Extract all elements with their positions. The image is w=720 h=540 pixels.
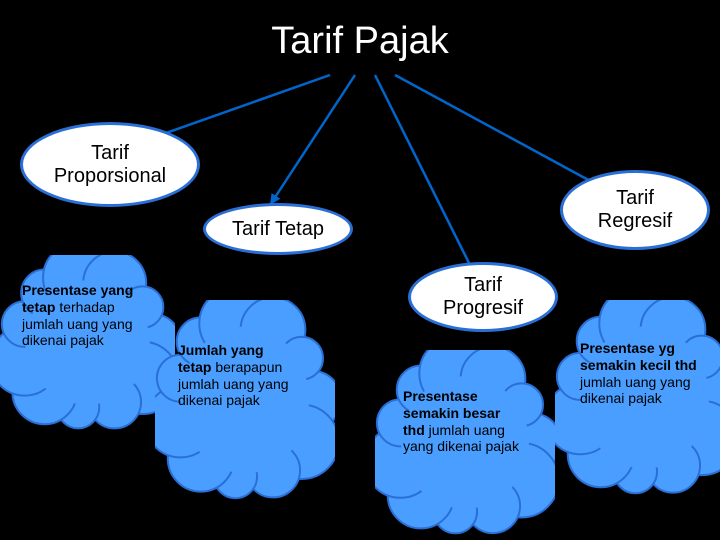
node-proporsional: TarifProporsional bbox=[20, 122, 200, 207]
cloud-text-bold: Presentase yg semakin kecil thd bbox=[580, 340, 697, 373]
node-label: Tarif bbox=[464, 274, 502, 297]
cloud-tetap-text: Jumlah yang tetap berapapun jumlah uang … bbox=[178, 342, 298, 409]
cloud-regresif-text: Presentase yg semakin kecil thd jumlah u… bbox=[580, 340, 700, 407]
cloud-proporsional-text: Presentase yang tetap terhadap jumlah ua… bbox=[22, 282, 147, 349]
node-regresif: TarifRegresif bbox=[560, 170, 710, 250]
node-label: Proporsional bbox=[54, 165, 166, 188]
node-label: Regresif bbox=[598, 210, 672, 233]
cloud-progresif-text: Presentase semakin besar thd jumlah uang… bbox=[403, 388, 523, 455]
node-tetap: Tarif Tetap bbox=[203, 203, 353, 255]
cloud-text-rest: jumlah uang yang dikenai pajak bbox=[580, 374, 691, 407]
node-label: Progresif bbox=[443, 297, 523, 320]
arrow-line bbox=[395, 75, 605, 189]
arrow-line bbox=[270, 75, 355, 205]
node-progresif: TarifProgresif bbox=[408, 262, 558, 332]
node-label: Tarif bbox=[91, 142, 129, 165]
node-label: Tarif bbox=[616, 187, 654, 210]
node-label: Tarif Tetap bbox=[232, 218, 324, 241]
arrow-line bbox=[375, 75, 475, 275]
